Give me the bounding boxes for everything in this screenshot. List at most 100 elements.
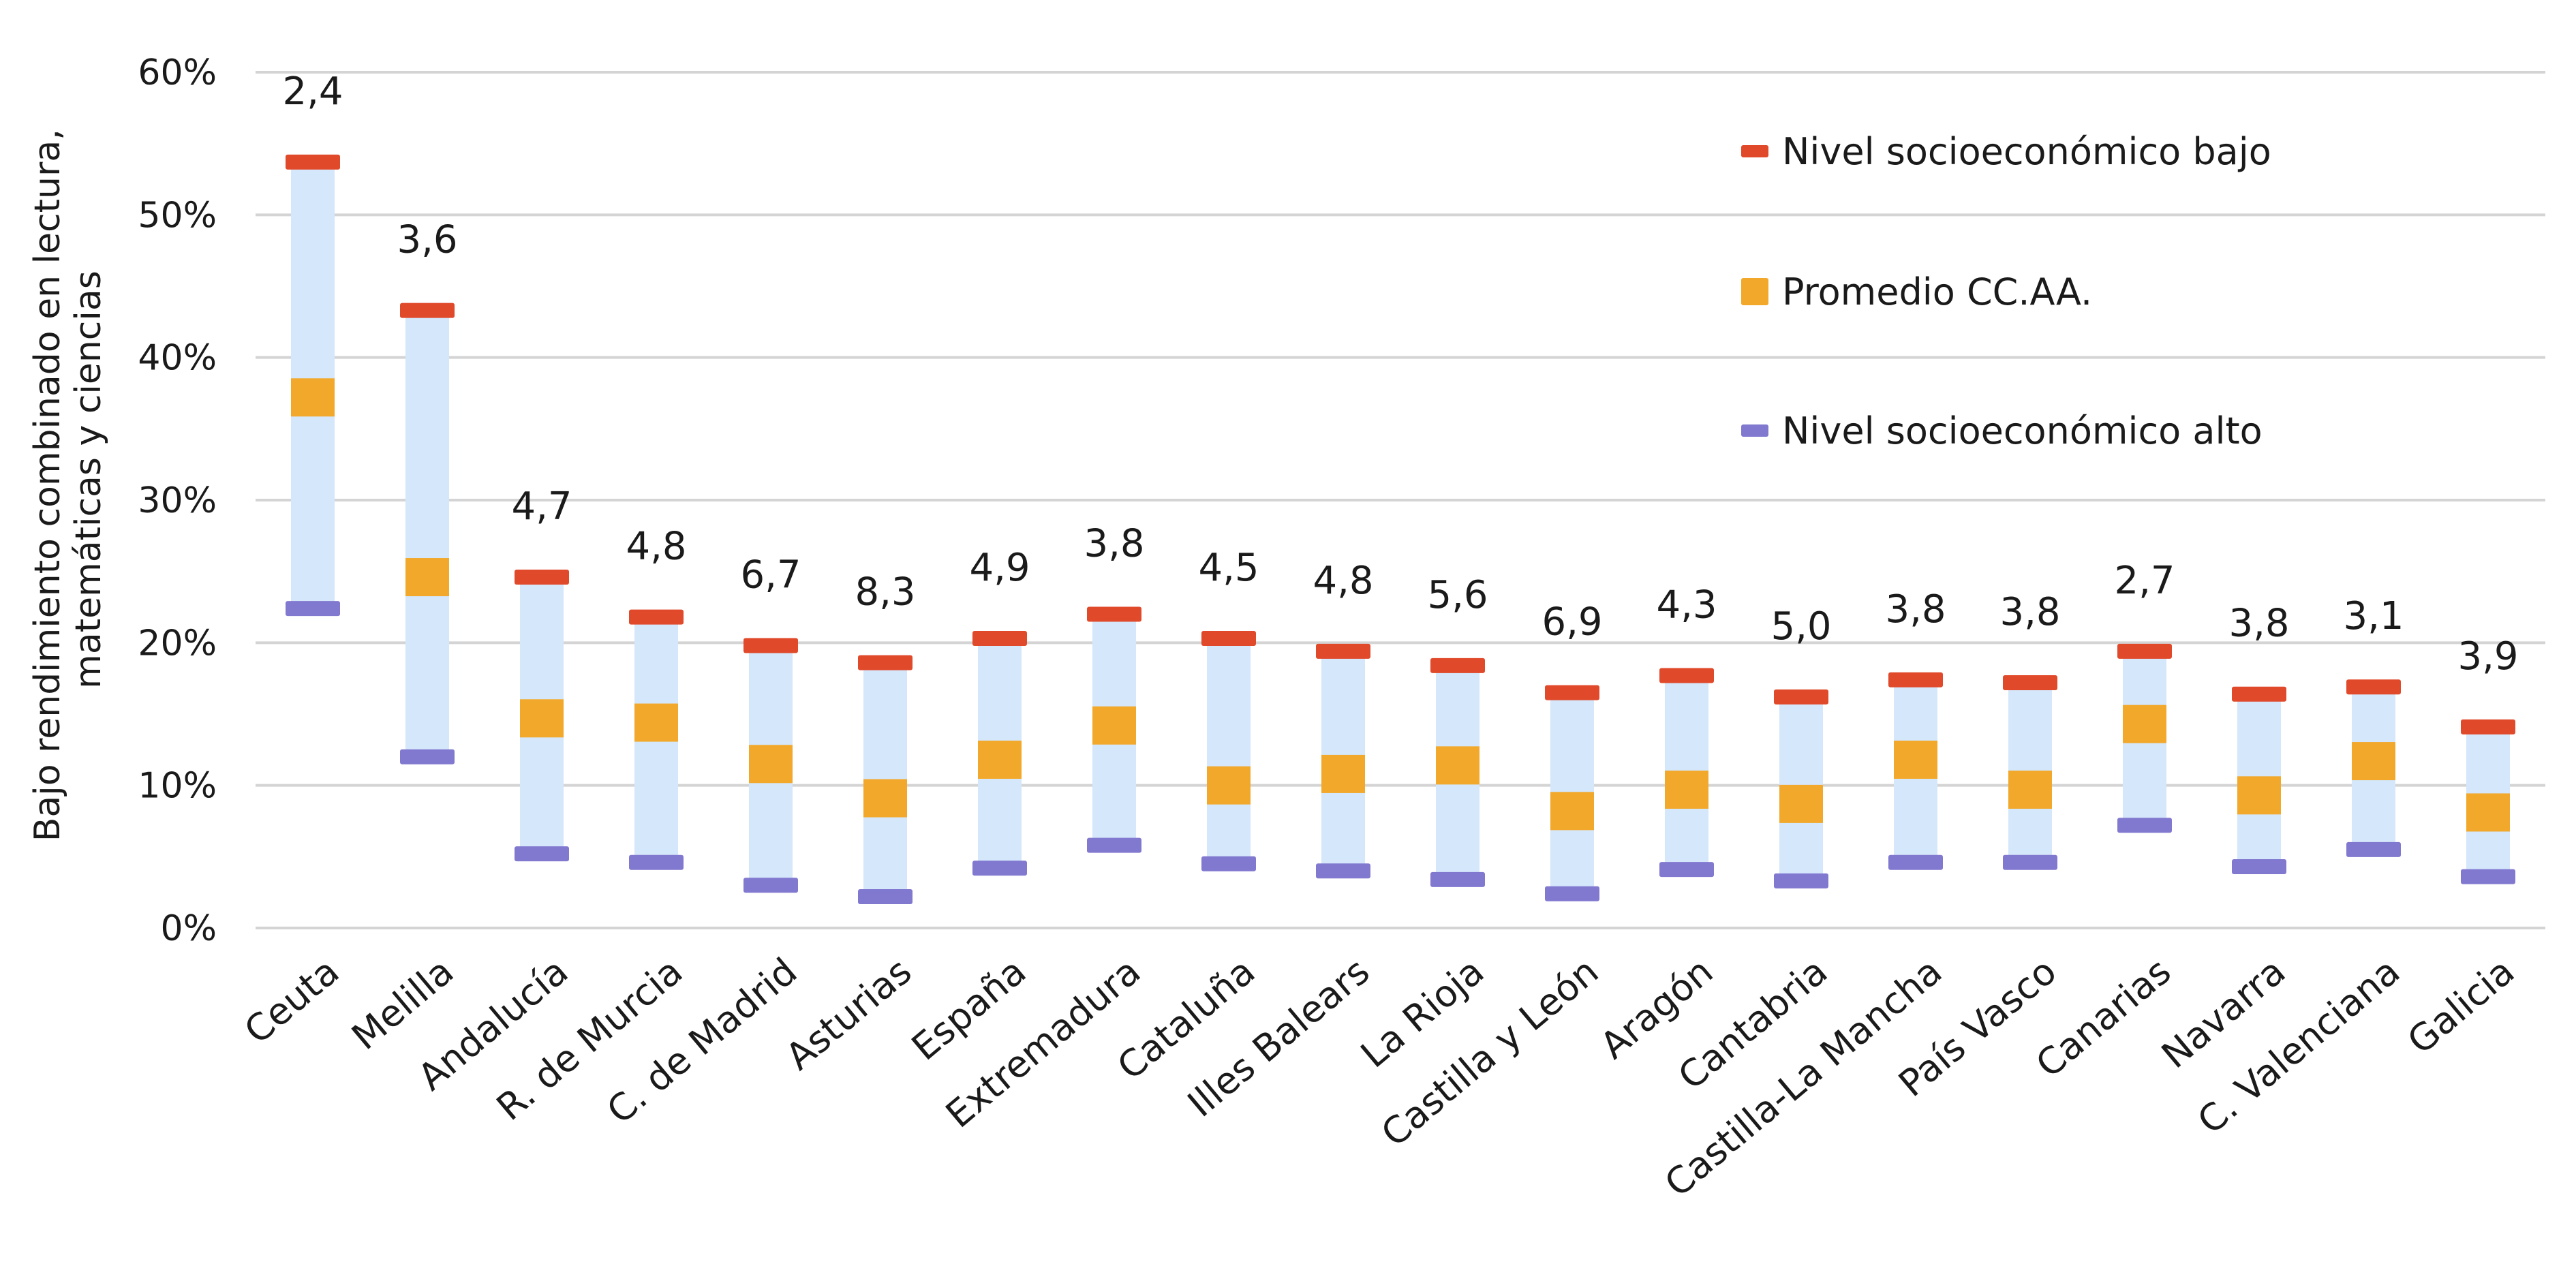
ratio-label: 2,7 bbox=[2114, 559, 2175, 603]
ratio-label: 4,9 bbox=[969, 546, 1030, 590]
marker-bajo bbox=[629, 609, 684, 625]
marker-alto bbox=[1545, 886, 1599, 901]
marker-bajo bbox=[1087, 606, 1141, 622]
marker-alto bbox=[2461, 869, 2515, 884]
marker-bajo bbox=[2346, 679, 2401, 695]
ratio-label: 4,5 bbox=[1198, 546, 1259, 590]
marker-promedio bbox=[1665, 770, 1708, 809]
marker-alto bbox=[286, 601, 340, 617]
range-bar bbox=[1207, 638, 1251, 864]
ratio-labels: 2,4 3,6 4,7 4,8 6,7 8,3 4,9 3,8 4,5 4,8 5,6 6,9 4,3 5… bbox=[282, 69, 2518, 679]
marker-bajo bbox=[972, 631, 1027, 647]
y-tick-label: 20% bbox=[138, 623, 217, 664]
marker-alto bbox=[400, 749, 455, 764]
marker-alto bbox=[1087, 837, 1141, 853]
ratio-label: 3,6 bbox=[397, 218, 457, 262]
marker-promedio bbox=[634, 703, 678, 742]
y-tick-label: 60% bbox=[138, 52, 217, 93]
ratio-label: 2,4 bbox=[282, 69, 343, 114]
category-label: Asturias bbox=[778, 950, 919, 1079]
marker-alto bbox=[1774, 873, 1828, 888]
marker-alto bbox=[743, 878, 798, 893]
marker-promedio bbox=[1207, 766, 1251, 805]
marker-bajo bbox=[2003, 675, 2057, 690]
ratio-label: 6,9 bbox=[1542, 600, 1602, 645]
y-axis-title-line-1: Bajo rendimiento combinado en lectura, bbox=[27, 129, 68, 841]
ratio-label: 5,6 bbox=[1427, 573, 1488, 617]
ratio-label: 3,8 bbox=[1885, 587, 1946, 632]
y-axis-title-line-2: matemáticas y ciencias bbox=[68, 270, 109, 689]
range-bar bbox=[405, 310, 449, 757]
ratio-label: 3,8 bbox=[1084, 521, 1144, 566]
marker-promedio bbox=[1092, 706, 1136, 745]
category-label: C. Valenciana bbox=[2190, 950, 2408, 1143]
ratio-label: 8,3 bbox=[855, 570, 915, 615]
marker-promedio bbox=[2237, 776, 2281, 815]
ratio-label: 3,9 bbox=[2457, 634, 2518, 679]
y-tick-label: 0% bbox=[161, 908, 217, 949]
y-tick-label: 30% bbox=[138, 480, 217, 521]
marker-alto bbox=[972, 861, 1027, 876]
ratio-label: 4,8 bbox=[1313, 559, 1373, 603]
marker-bajo bbox=[858, 655, 913, 670]
y-tick-label: 40% bbox=[138, 338, 217, 379]
marker-alto bbox=[1201, 856, 1256, 871]
marker-promedio bbox=[2466, 793, 2510, 832]
marker-bajo bbox=[2117, 643, 2172, 659]
marker-alto bbox=[2232, 859, 2286, 874]
marker-promedio bbox=[2123, 705, 2166, 743]
legend-swatch-bajo bbox=[1741, 145, 1768, 157]
marker-bajo bbox=[2232, 686, 2286, 702]
legend-label-promedio: Promedio CC.AA. bbox=[1782, 270, 2092, 313]
marker-promedio bbox=[2352, 742, 2395, 781]
ratio-label: 4,3 bbox=[1656, 583, 1717, 627]
marker-bajo bbox=[743, 638, 798, 653]
ratio-label: 3,1 bbox=[2343, 594, 2404, 638]
ratio-label: 3,8 bbox=[2228, 602, 2289, 646]
marker-bajo bbox=[1888, 672, 1943, 687]
marker-promedio bbox=[405, 558, 449, 597]
marker-promedio bbox=[2008, 770, 2052, 809]
marker-bajo bbox=[1316, 643, 1370, 659]
y-axis-ticks: 0% 10% 20% 30% 40% 50% 60% bbox=[138, 52, 217, 949]
marker-alto bbox=[1316, 863, 1370, 879]
category-label: Extremadura bbox=[938, 950, 1148, 1136]
marker-alto bbox=[1888, 854, 1943, 870]
legend-label-bajo: Nivel socioeconómico bajo bbox=[1782, 130, 2271, 173]
legend-swatch-alto bbox=[1741, 424, 1768, 437]
ratio-label: 3,8 bbox=[1999, 590, 2060, 634]
marker-alto bbox=[1659, 862, 1714, 878]
category-label: Ceuta bbox=[236, 950, 348, 1053]
marker-bajo bbox=[400, 303, 455, 318]
marker-bajo bbox=[1201, 631, 1256, 647]
marker-alto bbox=[515, 846, 569, 862]
marker-promedio bbox=[520, 699, 564, 738]
marker-bajo bbox=[515, 570, 569, 585]
marker-bajo bbox=[286, 154, 340, 170]
marker-promedio bbox=[1321, 754, 1365, 793]
marker-promedio bbox=[1550, 792, 1594, 831]
marker-bajo bbox=[2461, 719, 2515, 734]
marker-promedio bbox=[1779, 784, 1823, 823]
marker-bajo bbox=[1659, 668, 1714, 683]
legend-label-alto: Nivel socioeconómico alto bbox=[1782, 409, 2263, 452]
marker-alto bbox=[629, 854, 684, 870]
marker-alto bbox=[2346, 841, 2401, 857]
ratio-label: 4,8 bbox=[626, 525, 686, 569]
marker-alto bbox=[2117, 818, 2172, 833]
category-label: Galicia bbox=[2399, 950, 2522, 1063]
marker-promedio bbox=[291, 378, 335, 417]
marker-promedio bbox=[978, 740, 1022, 779]
y-tick-label: 10% bbox=[138, 766, 217, 807]
marker-promedio bbox=[749, 745, 793, 784]
y-tick-label: 50% bbox=[138, 195, 217, 236]
marker-bajo bbox=[1545, 685, 1599, 700]
marker-alto bbox=[1430, 871, 1485, 887]
marker-bajo bbox=[1774, 689, 1828, 705]
marker-promedio bbox=[1436, 746, 1479, 785]
y-axis-title: Bajo rendimiento combinado en lectura, m… bbox=[27, 118, 109, 842]
marker-alto bbox=[858, 888, 913, 904]
ratio-label: 4,7 bbox=[511, 484, 572, 529]
